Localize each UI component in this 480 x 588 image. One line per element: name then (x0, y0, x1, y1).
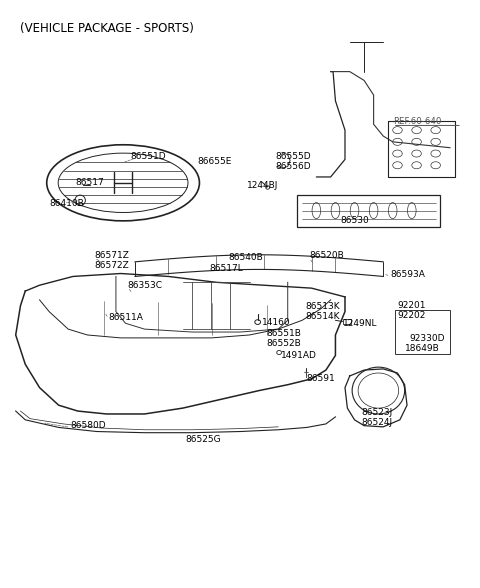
Text: 86555D: 86555D (276, 152, 312, 161)
Text: 86525G: 86525G (185, 435, 221, 443)
Text: 86540B: 86540B (228, 253, 263, 262)
Text: 86571Z: 86571Z (95, 252, 129, 260)
Text: 92201: 92201 (397, 301, 426, 310)
Text: 86410B: 86410B (49, 199, 84, 208)
Text: 14160: 14160 (262, 318, 290, 326)
Text: 18649B: 18649B (405, 344, 439, 353)
Text: 86572Z: 86572Z (95, 262, 129, 270)
Text: 86551D: 86551D (130, 152, 166, 161)
Text: 86523J: 86523J (362, 407, 393, 417)
Text: 92330D: 92330D (409, 334, 445, 343)
Text: 86580D: 86580D (71, 421, 106, 430)
Text: 86593A: 86593A (390, 270, 425, 279)
Text: 1491AD: 1491AD (281, 351, 316, 360)
Text: REF.60-640: REF.60-640 (393, 117, 441, 126)
Text: 1249NL: 1249NL (343, 319, 377, 328)
Text: 86513K: 86513K (306, 302, 340, 312)
Text: 92202: 92202 (397, 311, 426, 320)
Text: 86517L: 86517L (209, 265, 243, 273)
Text: 86520B: 86520B (309, 252, 344, 260)
Text: 86511A: 86511A (109, 313, 144, 322)
Text: 86530: 86530 (340, 216, 369, 225)
Text: 1244BJ: 1244BJ (247, 181, 278, 191)
Text: 86552B: 86552B (266, 339, 301, 348)
Text: 86655E: 86655E (197, 156, 231, 166)
Text: 86524J: 86524J (362, 417, 393, 427)
Text: 86556D: 86556D (276, 162, 312, 171)
Text: 86353C: 86353C (128, 280, 163, 290)
Bar (343, 319, 351, 324)
Text: 86514K: 86514K (306, 312, 340, 321)
Text: 86551B: 86551B (266, 329, 301, 338)
Text: 86591: 86591 (307, 374, 336, 383)
Text: (VEHICLE PACKAGE - SPORTS): (VEHICLE PACKAGE - SPORTS) (21, 22, 194, 35)
Text: 86517: 86517 (75, 178, 104, 188)
